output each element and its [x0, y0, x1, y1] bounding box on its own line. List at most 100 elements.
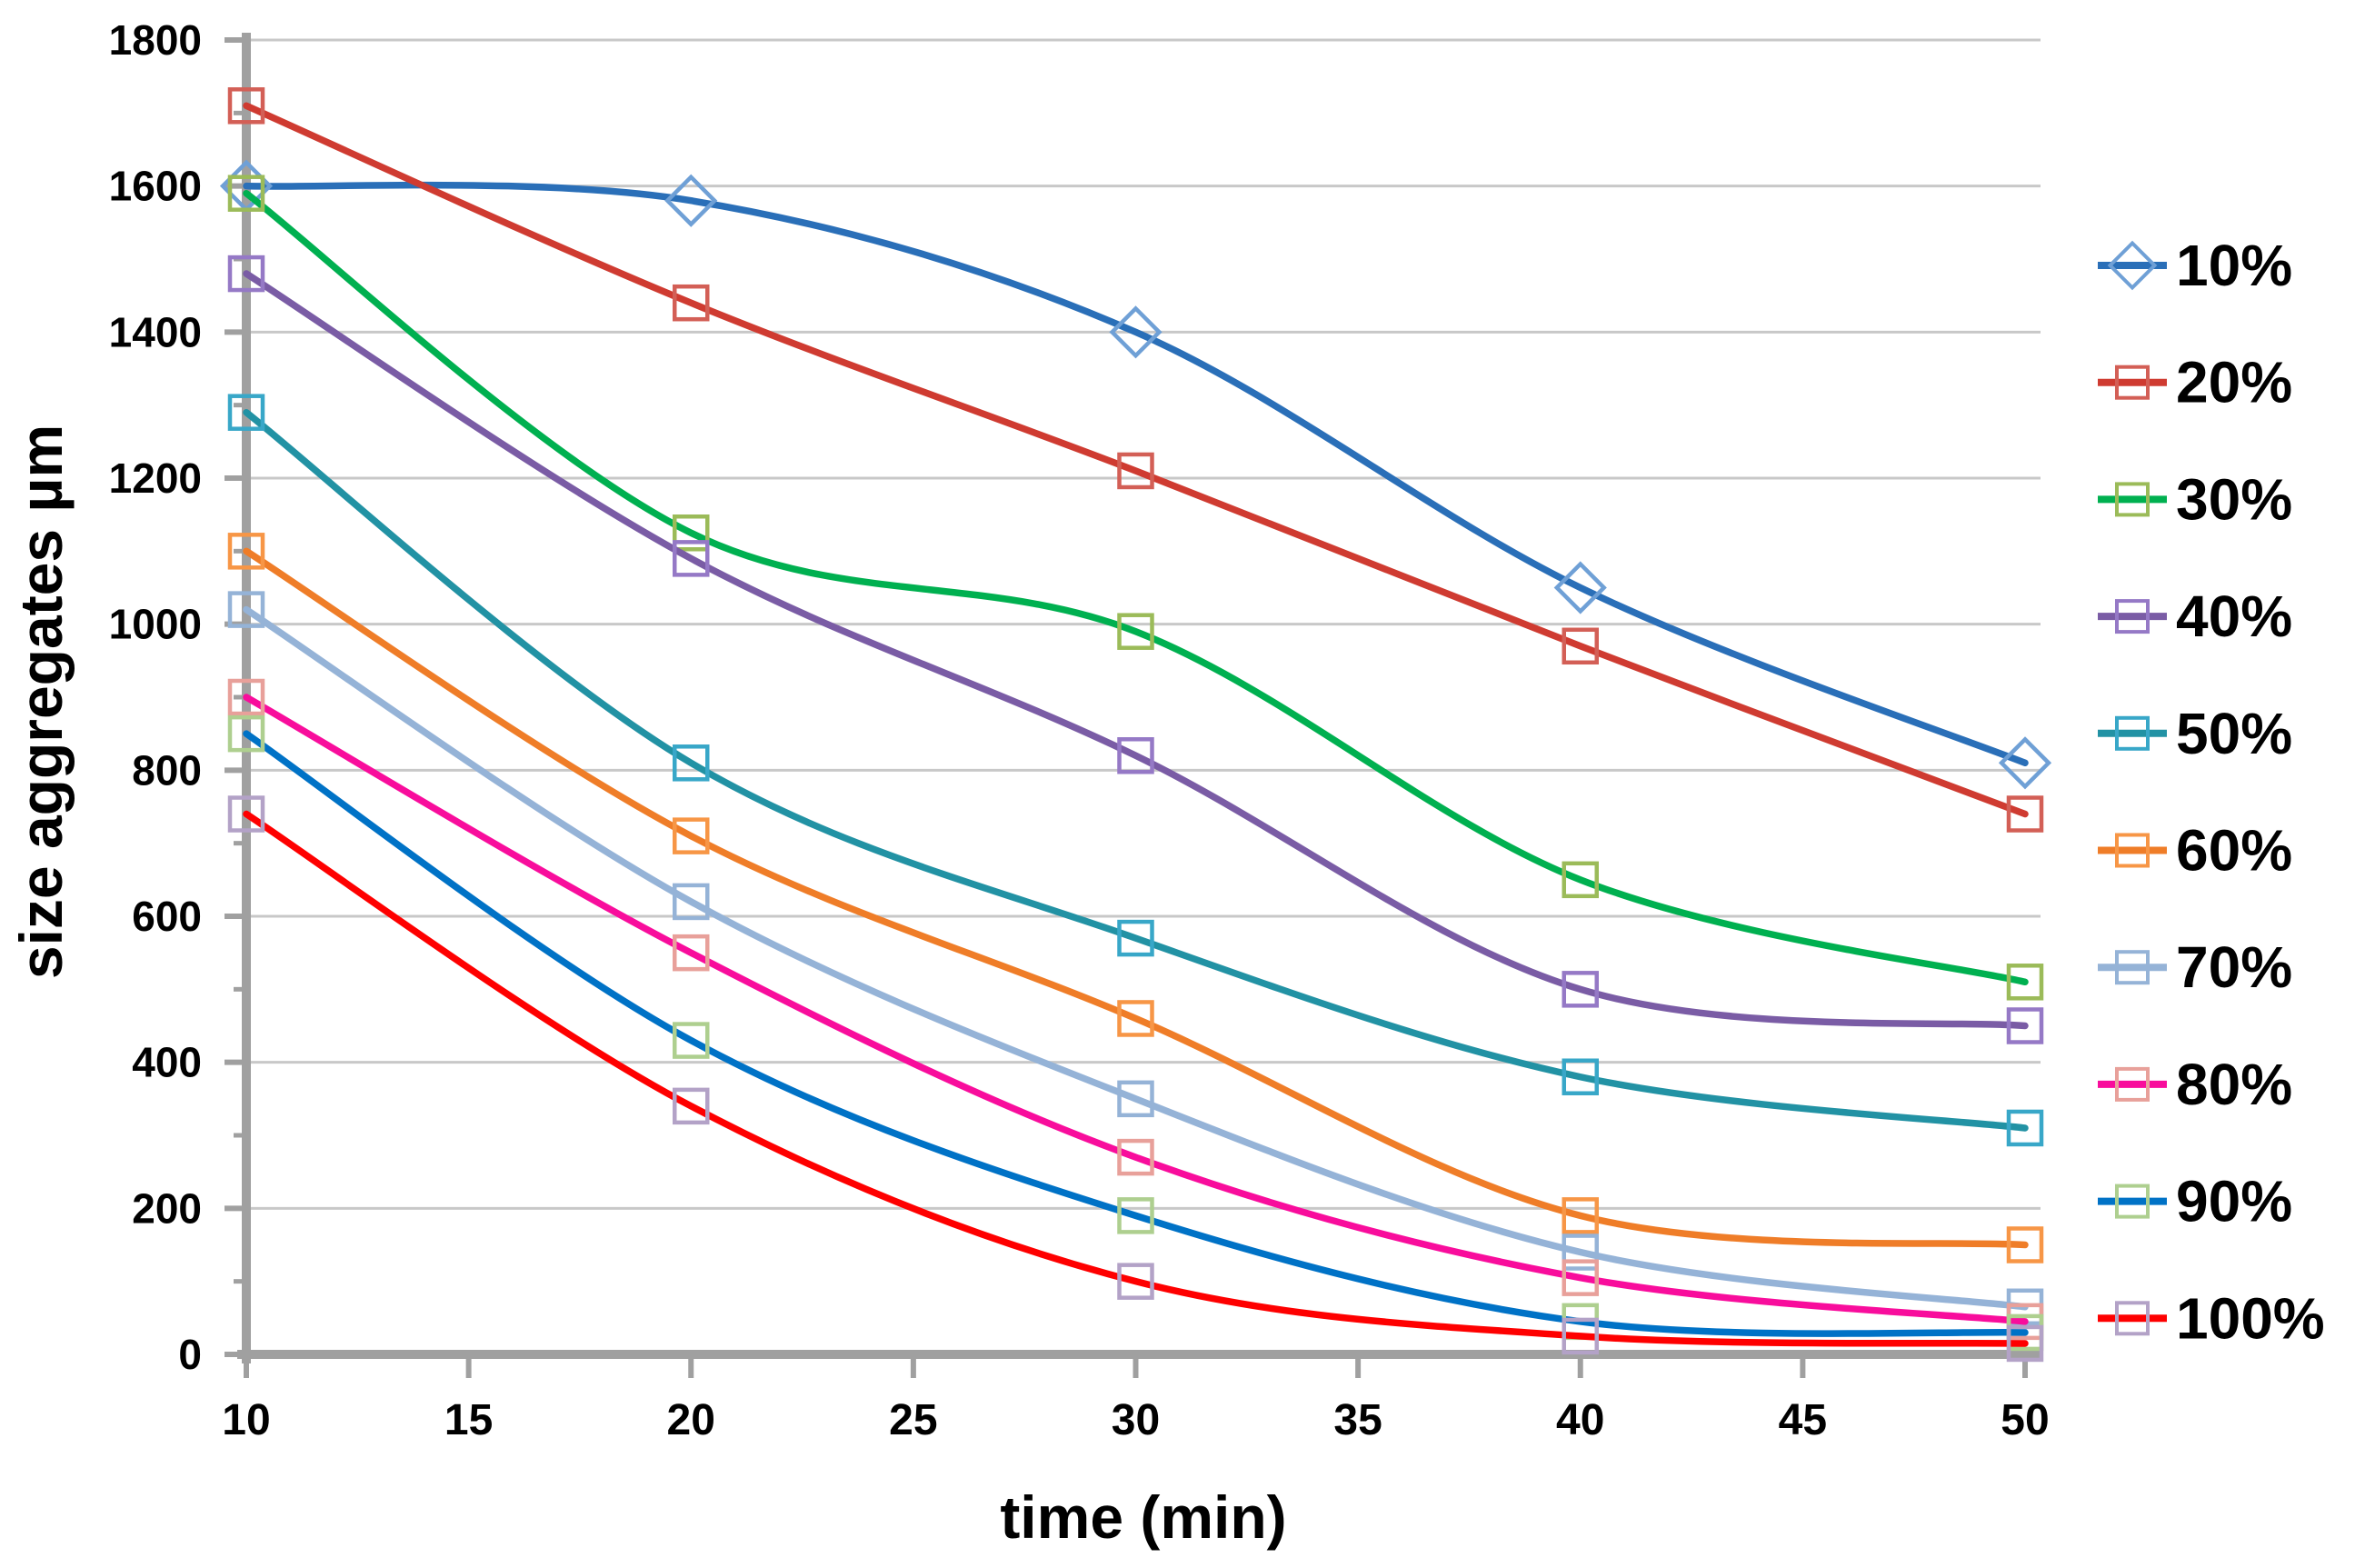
- series-line-50pct: [243, 408, 2029, 1132]
- series-marker: [664, 174, 718, 227]
- y-axis-title: size aggregates µm: [7, 424, 75, 979]
- legend-marker: [2115, 833, 2150, 868]
- legend-item-100pct: 100%: [2098, 1285, 2325, 1351]
- series-30pct: [227, 175, 2044, 1001]
- legend-label: 40%: [2176, 584, 2292, 649]
- x-tick-label: 50: [2001, 1396, 2049, 1444]
- x-tick-label: 20: [667, 1396, 715, 1444]
- series-marker: [1117, 613, 1154, 650]
- series-marker: [227, 87, 265, 125]
- y-tick-label: 400: [132, 1039, 202, 1086]
- series-60pct: [227, 533, 2044, 1263]
- series-line-10pct: [243, 181, 2029, 767]
- y-tick-label: 1600: [109, 163, 202, 210]
- series-marker: [1562, 1233, 1599, 1271]
- x-tick-label: 25: [889, 1396, 937, 1444]
- series-marker: [2006, 795, 2044, 833]
- legend-marker: [2115, 715, 2150, 751]
- y-tick-label: 200: [132, 1184, 202, 1232]
- x-tick-label: 45: [1779, 1396, 1827, 1444]
- series-marker: [673, 540, 710, 577]
- legend-item-50pct: 50%: [2098, 701, 2292, 766]
- series-marker: [1562, 1058, 1599, 1095]
- x-tick-label: 40: [1556, 1396, 1604, 1444]
- y-tick-label: 1400: [109, 308, 202, 355]
- x-tick-label: 35: [1333, 1396, 1382, 1444]
- series-line-40pct: [243, 270, 2029, 1030]
- series-marker: [1117, 1197, 1154, 1234]
- series-marker: [227, 714, 265, 753]
- series-marker: [1117, 1263, 1154, 1300]
- axes-layer: [225, 33, 2041, 1378]
- series-marker: [1553, 561, 1607, 614]
- legend-marker: [2115, 365, 2150, 400]
- series-marker: [227, 175, 265, 212]
- x-tick-label: 10: [222, 1396, 270, 1444]
- series-20pct: [227, 87, 2044, 833]
- legend-item-10pct: 10%: [2098, 233, 2292, 298]
- series-marker: [673, 1087, 710, 1125]
- series-marker: [673, 934, 710, 972]
- legend-item-80pct: 80%: [2098, 1052, 2292, 1117]
- series-marker: [227, 678, 265, 716]
- series-marker: [1562, 861, 1599, 899]
- series-marker: [1117, 1138, 1154, 1176]
- series-marker: [1562, 627, 1599, 665]
- legend-item-40pct: 40%: [2098, 584, 2292, 649]
- legend-label: 80%: [2176, 1052, 2292, 1117]
- series-marker: [673, 817, 710, 854]
- series-marker: [2006, 1226, 2044, 1263]
- series-marker: [227, 591, 265, 628]
- series-marker: [1562, 971, 1599, 1008]
- gridlines-layer: [246, 38, 2041, 1210]
- series-marker: [227, 255, 265, 293]
- series-line-30pct: [243, 189, 2029, 986]
- legend-item-60pct: 60%: [2098, 818, 2292, 884]
- series-marker: [227, 795, 265, 833]
- series-marker: [673, 744, 710, 782]
- legend-label: 50%: [2176, 701, 2292, 766]
- legend-label: 10%: [2176, 233, 2292, 298]
- series-marker: [1117, 919, 1154, 957]
- series-marker: [227, 394, 265, 431]
- legend-item-20pct: 20%: [2098, 350, 2292, 415]
- series-marker: [2006, 1007, 2044, 1044]
- y-tick-label: 0: [178, 1331, 202, 1378]
- series-marker: [1117, 1080, 1154, 1118]
- y-tick-label: 1200: [109, 454, 202, 502]
- series-marker: [1562, 1259, 1599, 1296]
- series-100pct: [227, 795, 2044, 1363]
- series-marker: [673, 1022, 710, 1059]
- legend-label: 20%: [2176, 350, 2292, 415]
- series-marker: [1117, 1000, 1154, 1037]
- series-line-90pct: [243, 730, 2029, 1337]
- legend-item-70pct: 70%: [2098, 934, 2292, 1000]
- series-layer: [219, 87, 2052, 1363]
- legend-label: 30%: [2176, 466, 2292, 532]
- series-marker: [2006, 964, 2044, 1001]
- series-marker: [2006, 1109, 2044, 1147]
- legend-label: 100%: [2176, 1285, 2325, 1351]
- series-line-70pct: [243, 605, 2029, 1311]
- y-tick-label: 800: [132, 746, 202, 794]
- series-line-60pct: [243, 547, 2029, 1249]
- legend-marker: [2115, 950, 2150, 985]
- series-marker: [673, 284, 710, 322]
- series-50pct: [227, 394, 2044, 1147]
- series-line-100pct: [243, 810, 2029, 1347]
- legend-label: 70%: [2176, 934, 2292, 1000]
- y-tick-label: 1000: [109, 601, 202, 648]
- series-marker: [673, 514, 710, 552]
- series-marker: [1109, 305, 1163, 359]
- series-marker: [227, 533, 265, 570]
- legend-item-30pct: 30%: [2098, 466, 2292, 532]
- x-tick-label: 15: [444, 1396, 493, 1444]
- legend-label: 60%: [2176, 818, 2292, 884]
- series-marker: [1562, 1317, 1599, 1355]
- series-40pct: [227, 255, 2044, 1044]
- series-marker: [1117, 452, 1154, 490]
- series-marker: [673, 883, 710, 921]
- series-marker: [1998, 736, 2052, 790]
